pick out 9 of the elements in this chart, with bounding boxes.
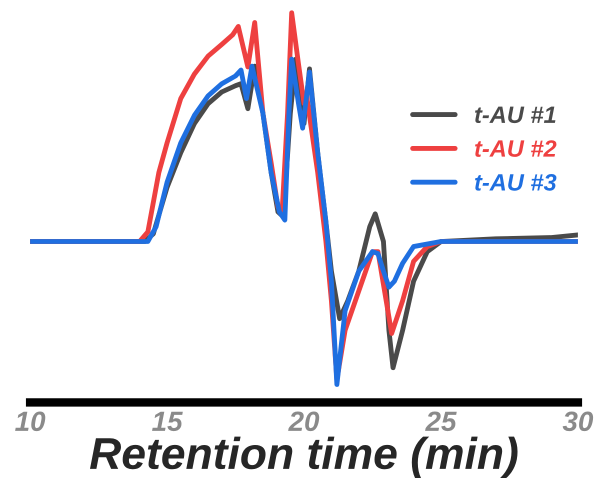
legend-label: t-AU #1 — [475, 106, 556, 124]
x-axis-title: Retention time (min) — [90, 436, 518, 478]
legend-label: t-AU #2 — [475, 140, 556, 157]
x-tick-label: 10 — [15, 411, 46, 432]
x-tick-label: 30 — [562, 411, 594, 432]
x-tick-label: 20 — [288, 411, 320, 432]
x-tick-label: 25 — [425, 411, 457, 432]
legend-label: t-AU #3 — [475, 174, 556, 191]
x-tick-label: 15 — [152, 412, 183, 432]
